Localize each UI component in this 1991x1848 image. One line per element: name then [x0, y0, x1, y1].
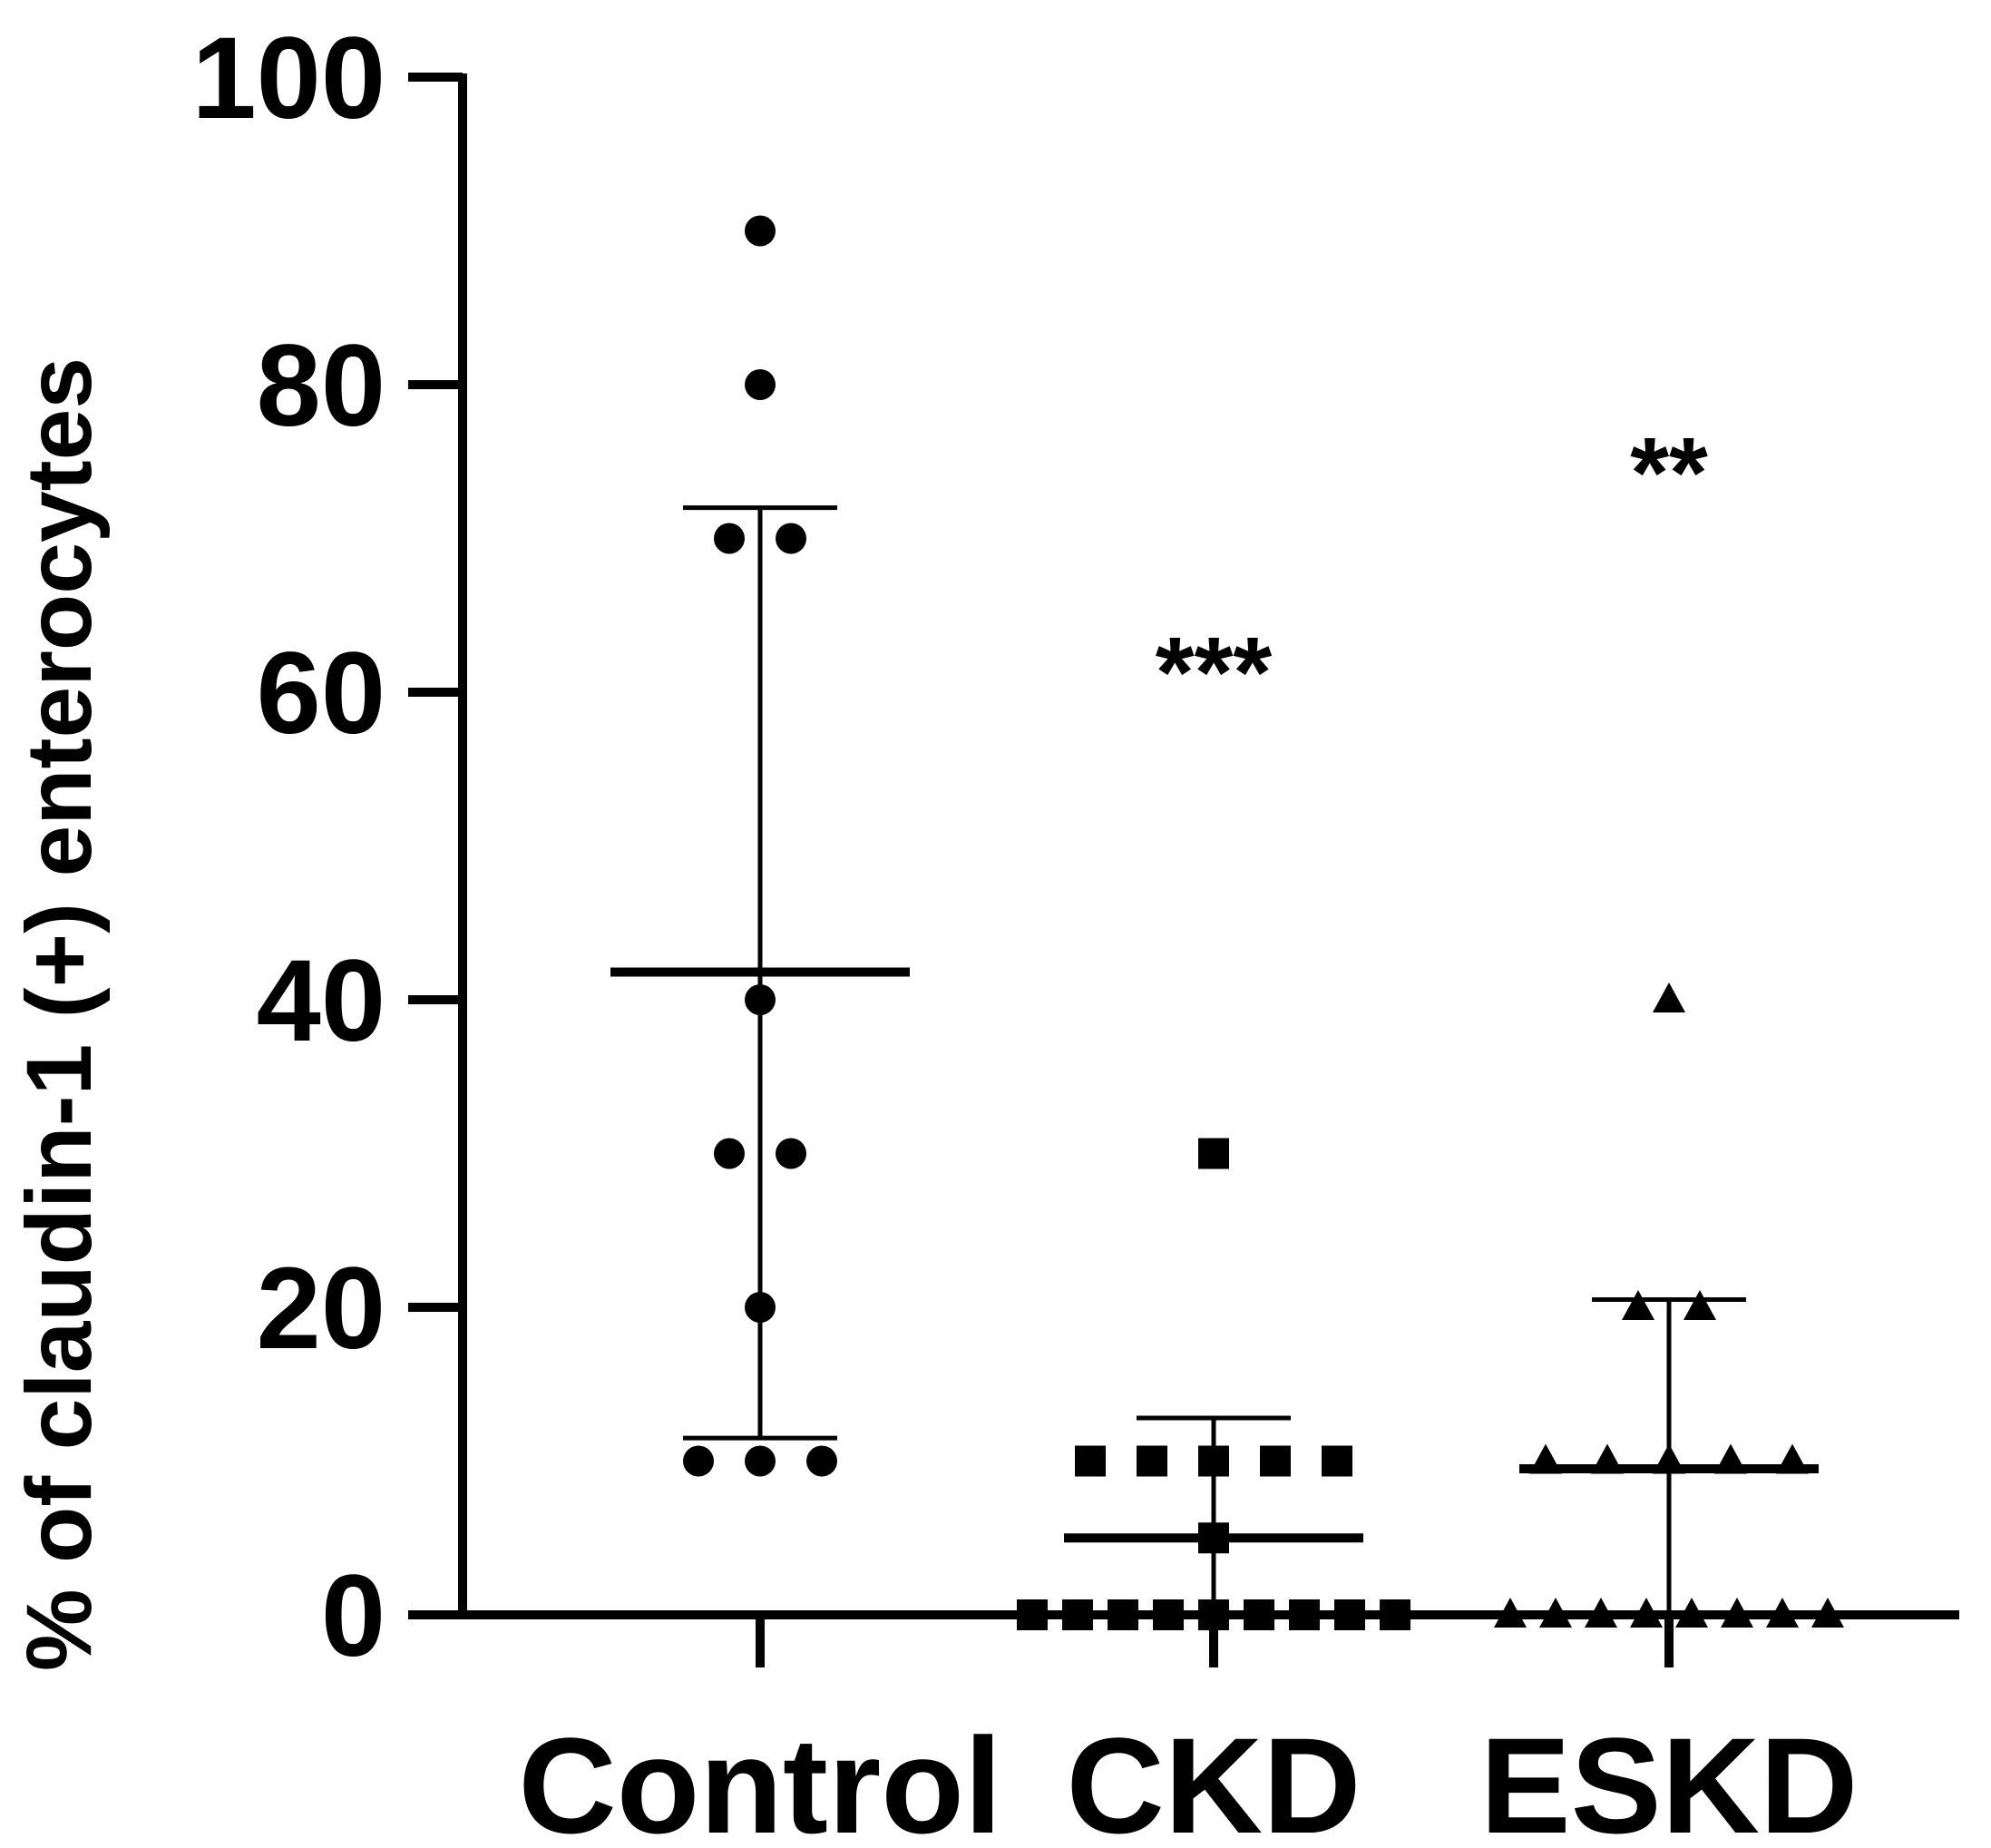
- data-point-triangle: [1653, 1443, 1685, 1474]
- data-point-square: [1289, 1599, 1320, 1630]
- data-point-circle: [683, 1445, 714, 1477]
- data-point-square: [1198, 1445, 1229, 1477]
- y-tick-label: 20: [257, 1244, 386, 1374]
- data-point-square: [1198, 1138, 1229, 1169]
- data-point-circle: [776, 1138, 806, 1169]
- data-point-triangle: [1684, 1290, 1716, 1320]
- data-point-triangle: [1811, 1598, 1844, 1628]
- data-point-square: [1322, 1445, 1352, 1477]
- data-point-triangle: [1529, 1443, 1562, 1474]
- data-point-square: [1075, 1445, 1106, 1477]
- significance-marker: **: [1630, 417, 1708, 529]
- data-point-triangle: [1675, 1598, 1708, 1628]
- data-point-square: [1260, 1445, 1291, 1477]
- data-point-circle: [776, 523, 806, 554]
- y-axis-title: % of claudin-1 (+) enterocytes: [7, 357, 111, 1671]
- data-point-square: [1334, 1599, 1365, 1630]
- y-tick-label: 40: [257, 936, 386, 1066]
- data-point-square: [1244, 1599, 1274, 1630]
- y-tick-label: 80: [257, 321, 386, 451]
- y-tick-label: 60: [257, 629, 386, 758]
- significance-marker: ***: [1156, 617, 1273, 728]
- data-point-circle: [745, 215, 776, 247]
- data-point-circle: [745, 984, 776, 1015]
- data-point-triangle: [1494, 1598, 1527, 1628]
- data-point-circle: [745, 1292, 776, 1323]
- data-point-square: [1198, 1522, 1229, 1554]
- y-ticks: 0 20 40 60 80 100: [191, 14, 463, 1681]
- x-category-label: CKD: [1067, 1709, 1361, 1848]
- data-point-triangle: [1539, 1598, 1572, 1628]
- data-point-triangle: [1714, 1443, 1747, 1474]
- data-point-square: [1198, 1599, 1229, 1630]
- data-point-triangle: [1622, 1290, 1654, 1320]
- labels: Control CKD ESKD*****: [518, 417, 1858, 1848]
- data-point-triangle: [1766, 1598, 1799, 1628]
- data-point-square: [1017, 1599, 1048, 1630]
- data-point-square: [1062, 1599, 1093, 1630]
- data-point-square: [1380, 1599, 1410, 1630]
- data-point-square: [1108, 1599, 1138, 1630]
- data-point-circle: [806, 1445, 837, 1477]
- data-point-circle: [745, 369, 776, 400]
- axes: [458, 73, 1959, 1667]
- data-point-square: [1153, 1599, 1184, 1630]
- data-point-triangle: [1653, 983, 1685, 1012]
- data-point-triangle: [1591, 1443, 1624, 1474]
- x-category-label: ESKD: [1480, 1709, 1859, 1848]
- x-category-label: Control: [518, 1709, 1001, 1848]
- data-point-circle: [745, 1445, 776, 1477]
- data-point-circle: [714, 523, 745, 554]
- data-point-triangle: [1585, 1598, 1617, 1628]
- data-point-square: [1137, 1445, 1167, 1477]
- data-points: [683, 215, 1844, 1630]
- data-point-triangle: [1776, 1443, 1809, 1474]
- y-tick-label: 100: [191, 14, 386, 143]
- data-point-circle: [714, 1138, 745, 1169]
- y-tick-label: 0: [321, 1551, 386, 1681]
- data-point-triangle: [1721, 1598, 1753, 1628]
- data-point-triangle: [1630, 1598, 1663, 1628]
